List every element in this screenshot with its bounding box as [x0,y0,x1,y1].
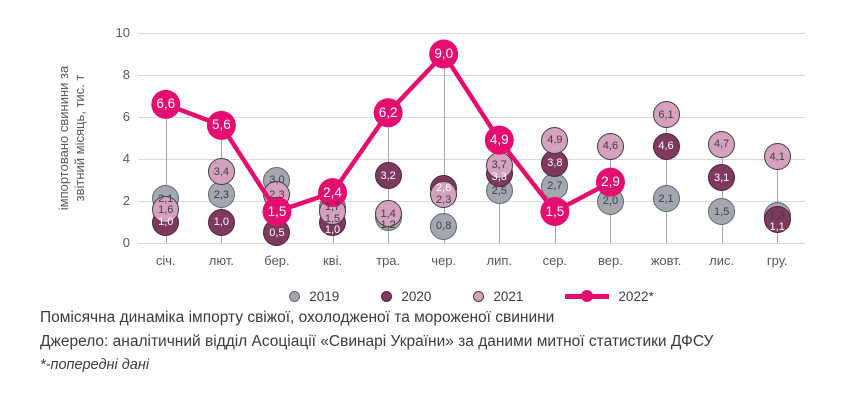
y-tick-label: 4 [122,151,130,166]
y-tick-label: 8 [122,67,130,82]
data-label: 2,3 [436,193,452,206]
legend-label: 2019 [309,288,340,304]
x-tick-label: лис. [709,253,735,268]
caption-footnote: *-попередні дані [40,357,150,373]
x-tick-label: жовт. [650,253,682,268]
data-label: 1,4 [380,207,396,220]
y-tick-label: 2 [122,193,130,208]
gridline [138,243,805,244]
data-label: 1,0 [324,224,341,237]
data-label: 3,1 [713,171,730,184]
data-stem [777,156,779,243]
y-tick-label: 10 [115,25,130,40]
gridline [138,33,805,34]
data-label: 6,2 [378,104,398,120]
data-label: 4,7 [713,138,730,151]
data-label: 3,0 [269,174,285,186]
legend: 2019 2020 2021 2022* [138,286,805,306]
chart-captions: Помісячна динаміка імпорту свіжої, охоло… [40,306,820,377]
data-label: 1,7 [324,201,341,214]
bubble-2019-лис. [708,198,736,225]
data-label: 1,2 [380,219,396,232]
data-label: 6,6 [156,96,176,112]
data-label: 1,3 [769,209,785,222]
data-label: 1,1 [769,221,785,234]
bubble-2021-лис. [708,130,736,158]
data-label: 2,6 [436,182,452,195]
data-label: 4,6 [602,140,619,153]
legend-marker-icon [473,290,485,302]
legend-marker-icon [381,290,393,302]
x-tick-label: сер. [542,253,568,268]
bubble-2020-жовт. [652,132,680,160]
y-tick-label: 0 [122,235,130,250]
data-label: 4,9 [547,134,563,147]
x-tick-label: гру. [766,253,788,268]
bubble-2021-гру. [763,143,791,171]
data-label: 9,0 [434,46,454,61]
data-label: 1,0 [158,216,174,228]
x-tick-label: чер. [431,253,457,268]
y-axis-title: імпортовано свинини за звітний місяць, т… [56,23,90,253]
data-label: 3,4 [213,165,230,178]
data-label: 3,3 [491,170,507,183]
legend-label: 2021 [493,288,524,304]
legend-item-2021: 2021 [473,289,523,304]
data-label: 0,8 [436,220,452,233]
legend-label: 2022* [618,288,654,304]
data-label: 1,5 [267,203,287,219]
x-tick-label: кві. [322,253,343,268]
y-axis-title-line2: звітний місяць, тис. т [72,74,87,202]
legend-item-2019: 2019 [289,289,339,304]
legend-item-2020: 2020 [381,289,431,304]
x-tick-label: лип. [486,253,513,268]
bubble-2020-гру. [763,206,791,234]
data-label: 3,2 [380,169,396,182]
caption-title: Помісячна динаміка імпорту свіжої, охоло… [40,309,555,326]
x-tick-label: вер. [598,253,623,268]
data-label: 2,9 [601,174,620,190]
data-label: 2,3 [213,188,230,201]
caption-source: Джерело: аналітичний відділ Асоціації «С… [40,333,714,350]
data-label: 1,6 [158,204,174,217]
data-label: 2,1 [658,192,674,205]
data-label: 4,9 [489,132,509,148]
y-tick-label: 6 [122,109,130,124]
data-label: 3,7 [491,159,507,172]
x-tick-label: січ. [155,253,176,268]
data-label: 1,5 [545,203,565,219]
data-label: 2,5 [491,184,507,197]
data-stem [721,144,723,243]
data-label: 2,4 [323,184,342,200]
legend-line-marker-icon [565,290,610,302]
gridline [138,201,805,202]
data-label: 2,1 [158,192,174,205]
data-label: 2,7 [547,180,563,193]
bubble-2020-лис. [708,164,736,192]
data-label: 1,5 [324,212,341,225]
bubble-2019-жовт. [652,185,680,213]
data-label: 1,0 [213,216,230,228]
legend-marker-icon [289,290,301,302]
data-label: 6,1 [658,108,674,121]
legend-label: 2020 [401,288,432,304]
data-label: 4,6 [658,140,674,153]
x-tick-label: лют. [208,253,234,268]
data-label: 1,5 [713,205,730,218]
data-label: 3,8 [547,157,563,170]
data-label: 2,3 [269,188,285,201]
legend-item-2022*: 2022* [565,288,654,304]
gridline [138,75,805,76]
gridline [138,159,805,160]
data-label: 2,0 [602,195,619,207]
data-label: 4,1 [769,150,785,163]
data-stem [666,114,668,243]
y-axis-title-line1: імпортовано свинини за [56,65,71,211]
x-tick-label: тра. [376,253,401,268]
x-tick-label: бер. [264,253,290,268]
data-label: 0,5 [269,226,285,239]
bubble-2021-жовт. [652,101,680,129]
data-label: 5,6 [211,117,231,133]
